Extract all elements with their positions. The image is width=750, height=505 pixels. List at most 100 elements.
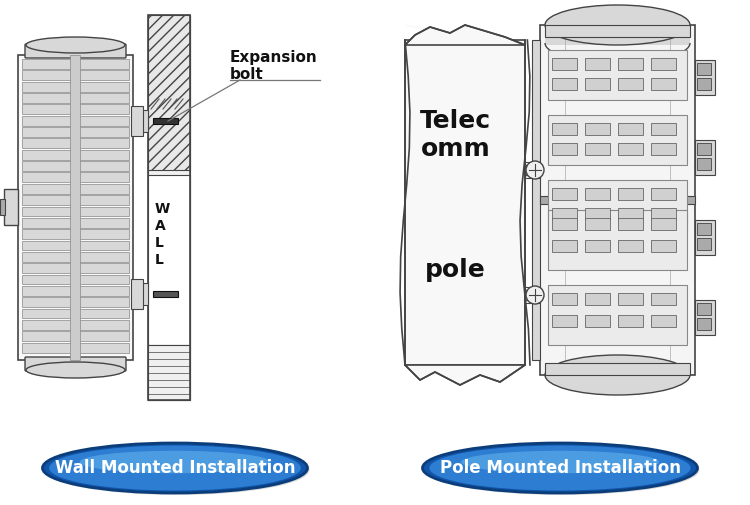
Bar bbox=[697, 78, 711, 90]
Bar bbox=[651, 143, 676, 155]
Bar bbox=[148, 175, 190, 345]
Text: Pole Mounted Installation: Pole Mounted Installation bbox=[440, 459, 680, 477]
FancyBboxPatch shape bbox=[25, 44, 126, 58]
Ellipse shape bbox=[26, 362, 125, 378]
Bar bbox=[585, 218, 610, 230]
Bar bbox=[697, 303, 711, 315]
Bar bbox=[525, 287, 540, 303]
Bar bbox=[548, 210, 687, 270]
Bar bbox=[552, 58, 577, 70]
Bar bbox=[651, 123, 676, 135]
Bar bbox=[0, 199, 5, 215]
Bar bbox=[651, 293, 676, 305]
Bar bbox=[22, 286, 129, 296]
Bar bbox=[697, 223, 711, 235]
Bar bbox=[22, 150, 129, 160]
Bar bbox=[22, 297, 129, 307]
Bar bbox=[585, 315, 610, 327]
Circle shape bbox=[526, 161, 544, 179]
Bar bbox=[585, 293, 610, 305]
Bar bbox=[651, 78, 676, 90]
Bar bbox=[532, 40, 540, 360]
Bar bbox=[22, 320, 129, 330]
Bar bbox=[22, 207, 129, 216]
Bar bbox=[153, 291, 178, 297]
Bar bbox=[22, 240, 129, 250]
Ellipse shape bbox=[545, 5, 690, 45]
Bar bbox=[540, 196, 695, 204]
Bar bbox=[22, 331, 129, 341]
Ellipse shape bbox=[80, 451, 271, 473]
Bar bbox=[585, 78, 610, 90]
Bar bbox=[697, 318, 711, 330]
Bar bbox=[545, 25, 690, 45]
Ellipse shape bbox=[43, 443, 308, 493]
Ellipse shape bbox=[422, 443, 698, 493]
Bar bbox=[552, 293, 577, 305]
Bar bbox=[22, 309, 129, 319]
Bar bbox=[618, 208, 643, 220]
Bar bbox=[548, 285, 687, 345]
Bar bbox=[695, 140, 715, 175]
Bar bbox=[148, 345, 190, 400]
Bar bbox=[651, 315, 676, 327]
Bar bbox=[552, 315, 577, 327]
Bar bbox=[70, 55, 80, 360]
Bar bbox=[618, 188, 643, 200]
Bar bbox=[22, 105, 129, 114]
Bar bbox=[22, 184, 129, 193]
Bar bbox=[552, 188, 577, 200]
Bar bbox=[697, 238, 711, 250]
Bar bbox=[552, 143, 577, 155]
Bar bbox=[22, 218, 129, 228]
Bar bbox=[22, 138, 129, 148]
Bar bbox=[695, 220, 715, 255]
Bar bbox=[548, 180, 687, 230]
Bar bbox=[548, 50, 687, 100]
Bar bbox=[4, 189, 18, 225]
Bar bbox=[585, 188, 610, 200]
Bar bbox=[618, 315, 643, 327]
Bar bbox=[545, 363, 690, 375]
Bar bbox=[22, 127, 129, 137]
Bar bbox=[548, 115, 687, 165]
Bar bbox=[695, 300, 715, 335]
Bar bbox=[22, 161, 129, 171]
Bar bbox=[618, 240, 643, 252]
Ellipse shape bbox=[461, 451, 659, 473]
Bar bbox=[525, 162, 540, 178]
FancyBboxPatch shape bbox=[25, 357, 126, 371]
Ellipse shape bbox=[429, 445, 691, 490]
Bar bbox=[22, 93, 129, 103]
Ellipse shape bbox=[44, 445, 310, 495]
Bar bbox=[22, 343, 129, 352]
Bar bbox=[552, 208, 577, 220]
Bar bbox=[22, 70, 129, 80]
Bar bbox=[651, 188, 676, 200]
Bar bbox=[525, 290, 540, 300]
Bar bbox=[22, 173, 129, 182]
Bar bbox=[133, 283, 148, 305]
Bar bbox=[22, 263, 129, 273]
Bar bbox=[651, 240, 676, 252]
Polygon shape bbox=[405, 25, 525, 45]
Bar bbox=[585, 123, 610, 135]
Text: Telec
omm: Telec omm bbox=[420, 109, 491, 161]
Bar bbox=[618, 78, 643, 90]
Bar bbox=[585, 58, 610, 70]
Bar bbox=[585, 143, 610, 155]
Bar bbox=[133, 110, 148, 132]
Bar bbox=[697, 158, 711, 170]
Bar bbox=[22, 229, 129, 239]
Text: Wall Mounted Installation: Wall Mounted Installation bbox=[55, 459, 296, 477]
Bar bbox=[618, 143, 643, 155]
Bar bbox=[131, 106, 143, 136]
Bar bbox=[697, 63, 711, 75]
Bar bbox=[695, 60, 715, 95]
Ellipse shape bbox=[26, 37, 125, 53]
Bar bbox=[618, 293, 643, 305]
Text: Expansion
bolt: Expansion bolt bbox=[230, 50, 318, 82]
Ellipse shape bbox=[50, 445, 301, 490]
Bar bbox=[552, 78, 577, 90]
Text: W
A
L
L: W A L L bbox=[155, 201, 170, 268]
